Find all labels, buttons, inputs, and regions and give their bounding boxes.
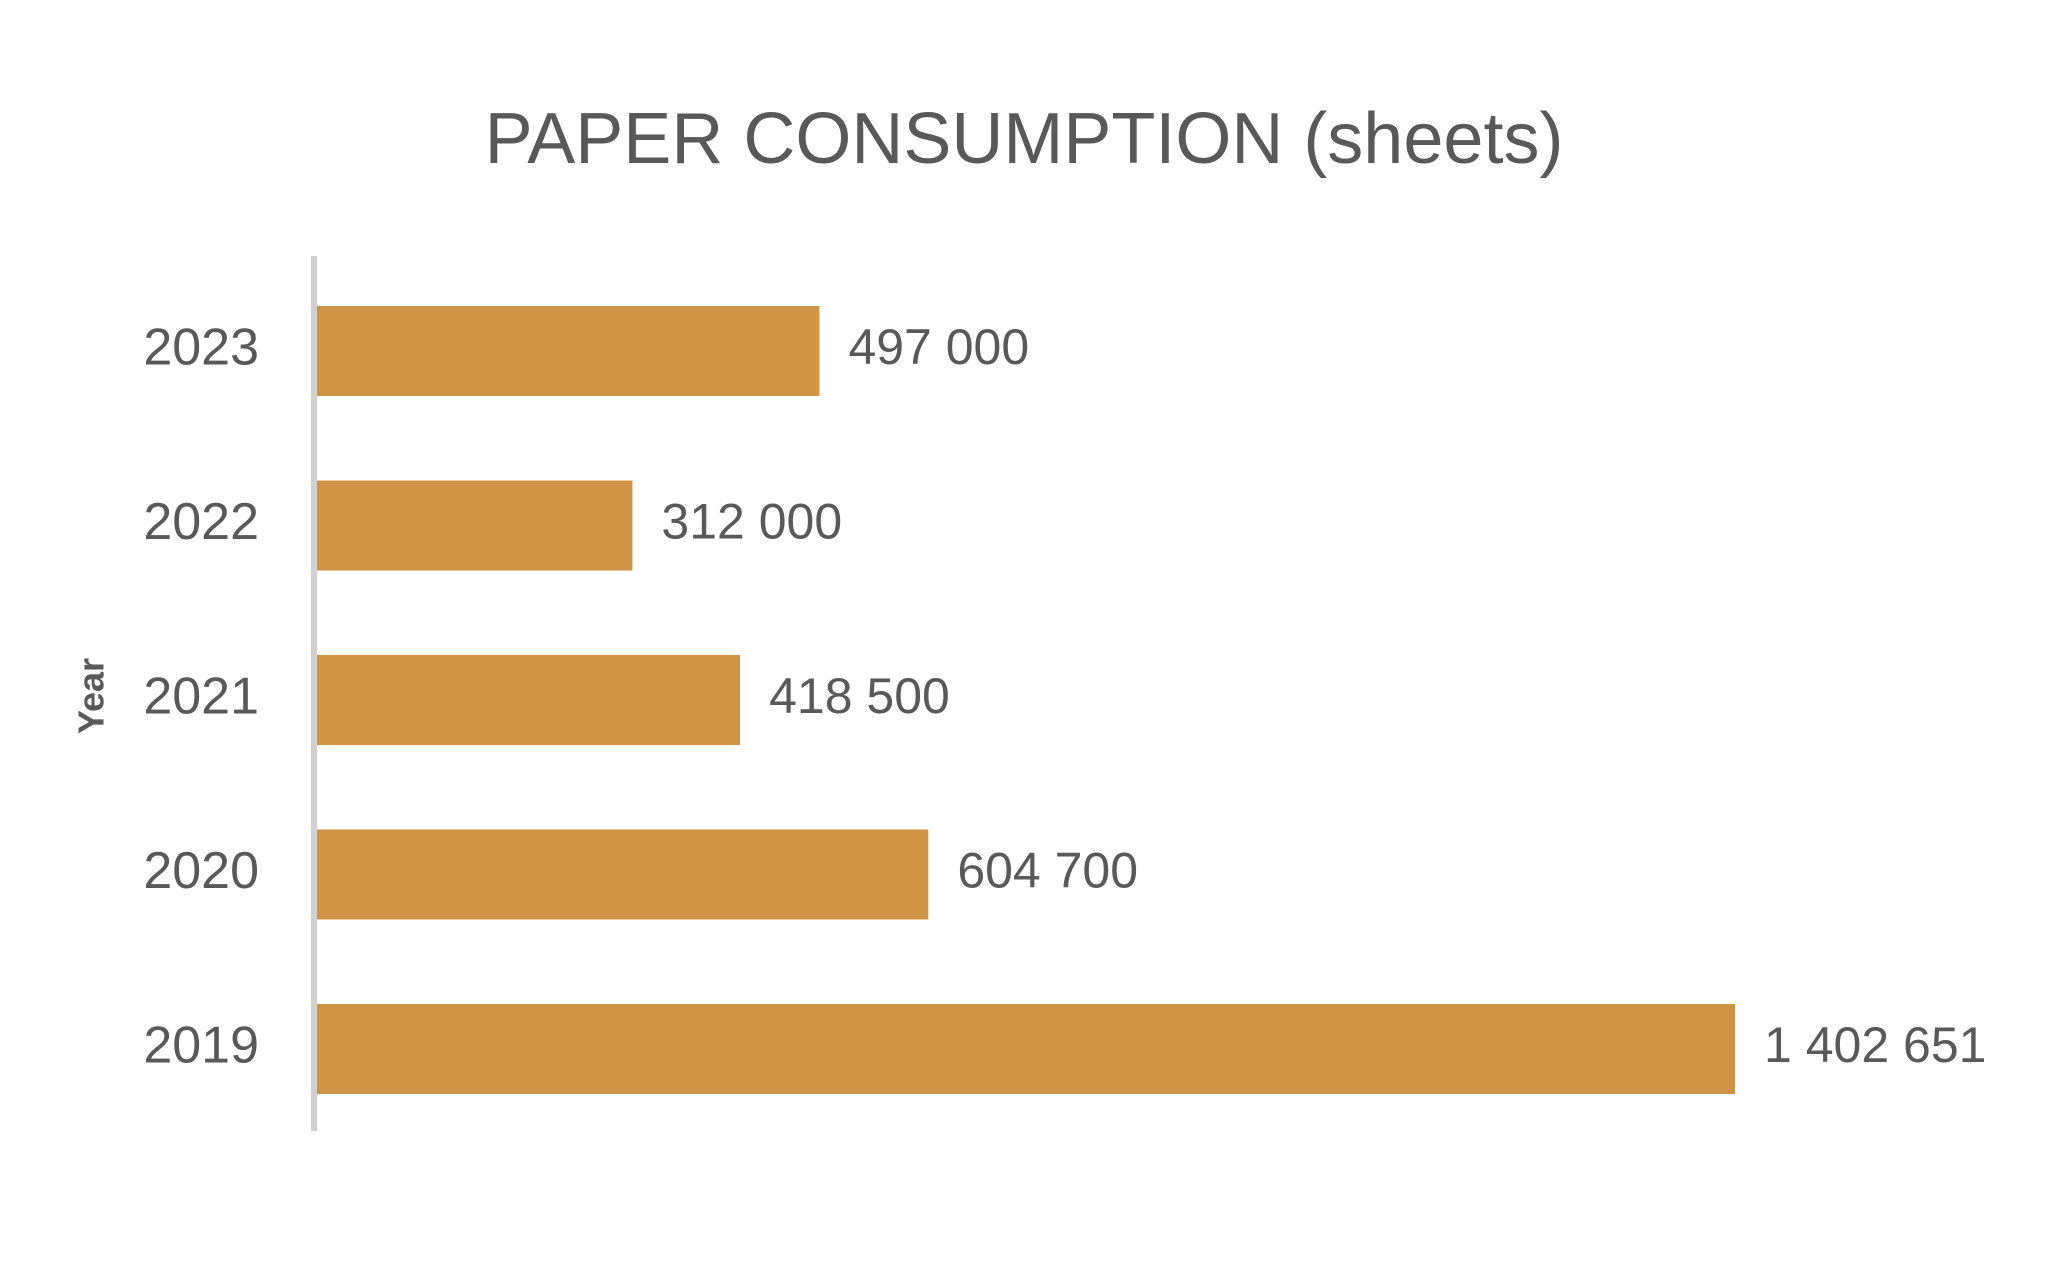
data-label: 497 000	[848, 319, 1029, 375]
bar	[317, 829, 929, 920]
y-tick-label: 2019	[143, 1017, 259, 1075]
y-tick-label: 2023	[143, 319, 259, 377]
bar	[317, 480, 633, 571]
data-label: 418 500	[769, 668, 950, 724]
data-label: 312 000	[661, 494, 842, 550]
bar	[317, 655, 741, 745]
y-axis-title: Year	[71, 658, 112, 734]
data-label: 604 700	[957, 843, 1138, 899]
bar	[317, 1004, 1735, 1094]
chart-title: PAPER CONSUMPTION (sheets)	[485, 99, 1564, 179]
y-tick-label: 2021	[143, 668, 259, 726]
data-label: 1 402 651	[1764, 1017, 1986, 1073]
bar	[317, 306, 820, 396]
y-tick-label: 2020	[143, 842, 259, 900]
y-tick-label: 2022	[143, 493, 259, 551]
